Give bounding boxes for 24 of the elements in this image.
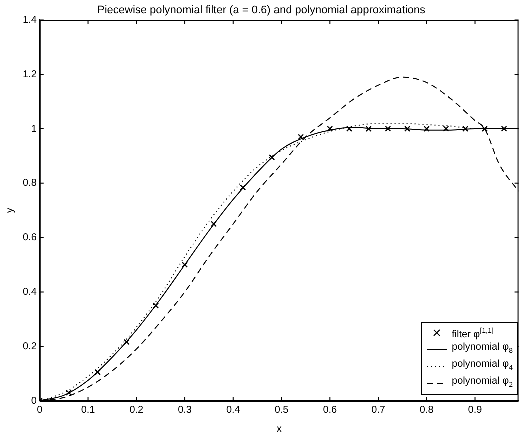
y-tick-label: 0.2	[22, 341, 38, 352]
y-tick-label: 0.4	[22, 286, 38, 298]
x-tick-label: 0.2	[130, 404, 144, 416]
y-axis-title: y	[4, 208, 16, 214]
y-tick-label: 1.2	[22, 69, 38, 80]
chart-title: Piecewise polynomial filter (a = 0.6) and polynomial approximations	[97, 4, 426, 17]
legend-label: polynomial φ$_{4}$	[452, 358, 513, 374]
y-tick-label: 1.4	[22, 14, 38, 26]
x-axis-title: x	[276, 424, 282, 435]
x-tick-label: 0.3	[178, 404, 192, 416]
x-tick-label: 0.9	[468, 404, 483, 416]
x-tick-label: 0.1	[81, 404, 96, 416]
x-tick-label: 0.5	[274, 404, 290, 416]
legend-label: polynomial φ$_{8}$	[452, 341, 513, 357]
y-tick-label: 0.8	[22, 178, 38, 190]
y-tick-label: 0	[31, 396, 38, 407]
y-tick-label: 1	[31, 124, 38, 135]
x-tick-label: 0.7	[372, 404, 386, 416]
x-tick-label: 0.6	[323, 404, 338, 416]
y-tick-label: 0.6	[22, 232, 38, 244]
x-tick-label: 0.8	[420, 404, 434, 416]
x-tick-label: 0.4	[226, 404, 241, 416]
legend-label: polynomial φ$_{2}$	[452, 375, 513, 391]
legend-label: filter φ$^{[1,1]}$	[452, 326, 494, 341]
